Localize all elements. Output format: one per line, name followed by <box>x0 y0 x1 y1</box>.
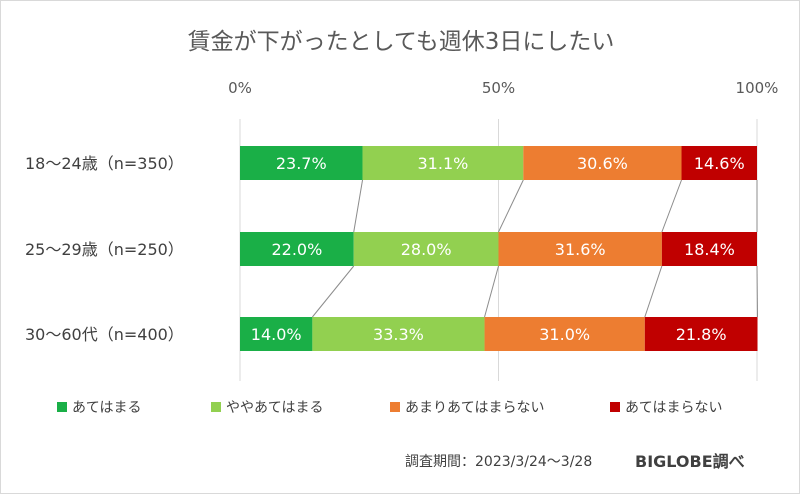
series-connector <box>353 179 364 233</box>
survey-period: 調査期間：2023/3/24〜3/28 <box>405 454 593 470</box>
legend-item: あまりあてはまらない <box>390 400 544 416</box>
data-label: 33.3% <box>373 325 424 344</box>
x-tick-label: 100% <box>736 79 779 97</box>
bar-segment <box>240 232 354 266</box>
brand-credit: BIGLOBE調べ <box>635 452 745 471</box>
data-label: 21.8% <box>676 325 727 344</box>
series-connector <box>484 265 499 318</box>
bar-segment <box>353 232 499 266</box>
data-label: 31.0% <box>539 325 590 344</box>
bar-segment <box>661 232 757 266</box>
bar-segment <box>240 317 313 351</box>
legend-swatch <box>390 402 400 412</box>
bar-segment <box>644 317 758 351</box>
legend-item: あてはまる <box>57 400 141 416</box>
legend-label: あてはまる <box>72 400 141 416</box>
series-connector <box>311 265 355 318</box>
chart-title: 賃金が下がったとしても週休3日にしたい <box>188 29 615 55</box>
data-label: 14.6% <box>694 154 745 173</box>
series-connector <box>644 265 663 318</box>
data-label: 31.6% <box>555 240 606 259</box>
bar-segment <box>498 232 662 266</box>
data-label: 14.0% <box>251 325 302 344</box>
bar-segment <box>523 146 682 180</box>
data-label: 28.0% <box>401 240 452 259</box>
legend-label: あまりあてはまらない <box>405 400 544 416</box>
legend-label: あてはまらない <box>625 400 722 416</box>
bar-segment <box>312 317 485 351</box>
legend-swatch <box>610 402 620 412</box>
x-tick-label: 50% <box>482 79 515 97</box>
data-label: 22.0% <box>271 240 322 259</box>
series-connector <box>498 179 524 233</box>
data-label: 30.6% <box>577 154 628 173</box>
legend-item: ややあてはまる <box>211 400 323 416</box>
data-label: 23.7% <box>276 154 327 173</box>
category-label: 25〜29歳（n=250） <box>25 240 184 259</box>
bar-segment <box>362 146 524 180</box>
bar-segment <box>681 146 757 180</box>
series-connector <box>756 265 759 318</box>
category-label: 30〜60代（n=400） <box>25 325 184 344</box>
data-label: 18.4% <box>684 240 735 259</box>
legend-swatch <box>57 402 67 412</box>
legend-item: あてはまらない <box>610 400 722 416</box>
category-label: 18〜24歳（n=350） <box>25 154 184 173</box>
series-connector <box>661 179 682 233</box>
legend-swatch <box>211 402 221 412</box>
data-label: 31.1% <box>418 154 469 173</box>
bar-segment <box>484 317 645 351</box>
legend-label: ややあてはまる <box>226 400 323 416</box>
x-tick-label: 0% <box>228 79 252 97</box>
bar-segment <box>240 146 363 180</box>
